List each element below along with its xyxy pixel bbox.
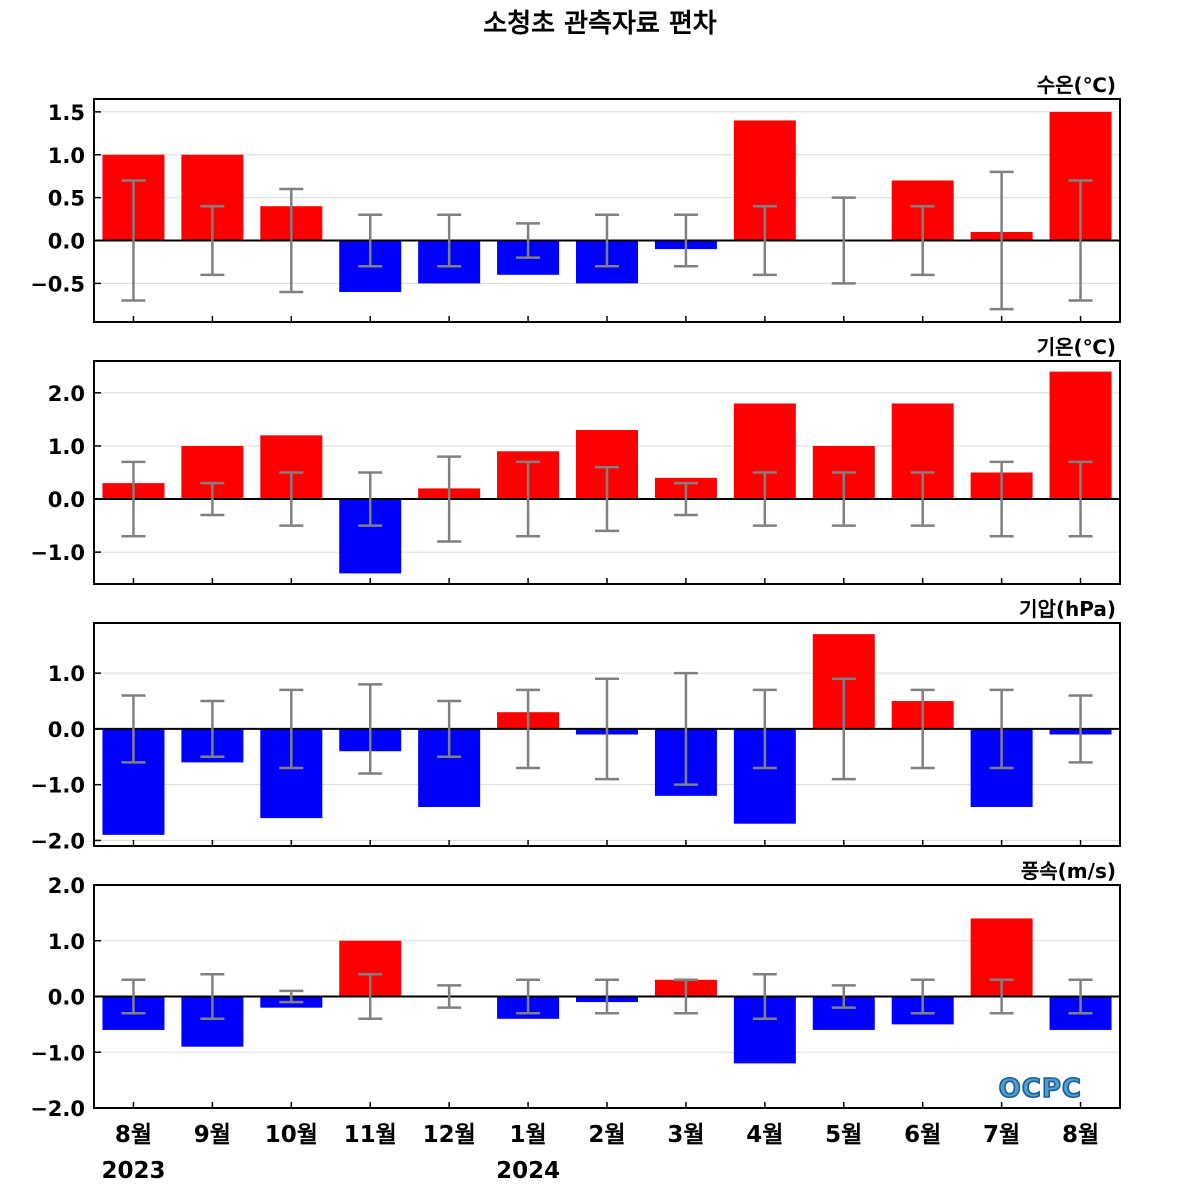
x-category-label: 7월 [983,1122,1020,1148]
ocpc-logo: OCPC [999,1074,1082,1104]
error-bar [1068,978,1093,1015]
y-tick-label: 2.0 [48,874,85,898]
x-category-label: 8월 [115,1122,152,1148]
error-bar [595,677,619,781]
x-category-label: 3월 [667,1122,704,1148]
panel-1: 1.5 1.0 0.5 0.0 −0.5 수온(℃) [30,73,1121,323]
y-tick-label: 0.0 [48,230,85,254]
error-bar [121,978,146,1015]
error-bar [595,465,619,533]
error-bar [831,471,856,527]
error-bar [1068,694,1093,764]
y-tick-label: 1.0 [48,662,85,686]
error-bar [516,688,541,770]
y-tick-label: 0.0 [48,986,85,1010]
panel-2: 2.0 1.0 0.0 −1.0 기온(℃) [30,335,1121,585]
error-bar [358,683,383,775]
error-bar [437,213,462,268]
error-bar [910,978,935,1015]
x-axis-labels: 8월 9월 10월 11월 12월 1월 2월 3월 4월 5월 6월 7월 8월 2023 2024 [101,1122,1099,1184]
error-bar [595,213,619,268]
panel-3: 1.0 0.0 −1.0 −2.0 기압(hPa) [30,597,1121,853]
error-bar [1068,179,1093,302]
error-bar [910,688,935,770]
error-bar [752,688,777,770]
error-bar [516,460,541,538]
error-bar [989,170,1014,311]
y-tick-label: 2.0 [48,382,85,406]
error-bar [516,978,541,1015]
error-bar [989,688,1014,770]
error-bar [200,481,225,517]
y-tick-label: 1.5 [48,101,85,125]
x-category-label: 2월 [588,1122,625,1148]
x-category-label: 4월 [746,1122,783,1148]
error-bar [910,204,935,277]
y-tick-label: 0.0 [48,718,85,742]
y-tick-label: −2.0 [30,829,85,853]
error-bar [279,187,304,294]
error-bar [989,460,1014,538]
x-category-label: 11월 [344,1122,397,1148]
error-bar [437,699,462,759]
error-bar [279,471,304,527]
error-bar [437,455,462,543]
error-bar [516,222,541,259]
panel-unit-label: 풍속(m/s) [1021,859,1116,883]
y-tick-label: −1.0 [30,1041,85,1065]
x-category-label: 5월 [825,1122,862,1148]
error-bar [989,978,1014,1015]
error-bar [200,972,225,1021]
error-bar [831,984,856,1009]
x-year-label: 2024 [496,1158,560,1184]
error-bar [121,694,146,764]
y-tick-label: 1.0 [48,144,85,168]
panel-unit-label: 기압(hPa) [1019,597,1116,621]
x-category-label: 1월 [509,1122,546,1148]
x-category-label: 9월 [194,1122,231,1148]
error-bar [121,460,146,538]
y-tick-label: 1.0 [48,435,85,459]
y-tick-label: −2.0 [30,1097,85,1121]
error-bar [831,196,856,285]
error-bar [279,989,304,1004]
y-tick-label: 0.5 [48,187,85,211]
y-tick-label: −1.0 [30,541,85,565]
x-category-label: 8월 [1062,1122,1099,1148]
error-bar [121,179,146,302]
error-bar [358,972,383,1021]
x-year-label: 2023 [101,1158,165,1184]
error-bar [673,671,698,786]
x-category-label: 6월 [904,1122,941,1148]
error-bar [358,213,383,268]
error-bar [1068,460,1093,538]
error-bar [437,984,462,1009]
error-bar [831,677,856,781]
chart-title: 소청초 관측자료 편차 [483,9,716,39]
y-tick-label: −0.5 [30,272,85,296]
error-bar [752,204,777,277]
panel-unit-label: 기온(℃) [1037,335,1116,359]
error-bar [673,481,698,517]
panel-4: 2.0 1.0 0.0 −1.0 −2.0 풍속(m/s) [30,859,1121,1121]
panel-unit-label: 수온(℃) [1037,73,1116,97]
error-bar [752,972,777,1021]
y-tick-label: 0.0 [48,488,85,512]
error-bar [673,213,698,268]
x-category-label: 12월 [423,1122,476,1148]
error-bar [358,471,383,527]
panel-frame [93,98,1121,323]
error-bar [595,978,619,1015]
panels-layer: 1.5 1.0 0.5 0.0 −0.5 수온(℃) 2.0 1.0 0.0 −1.0 기온(℃) 1… [30,73,1121,1121]
error-bar [752,471,777,527]
y-tick-label: 1.0 [48,930,85,954]
error-bar [200,699,225,759]
error-bar [673,978,698,1015]
x-category-label: 10월 [265,1122,318,1148]
error-bar [910,471,935,527]
error-bar [200,204,225,277]
y-tick-label: −1.0 [30,774,85,798]
error-bar [279,688,304,770]
